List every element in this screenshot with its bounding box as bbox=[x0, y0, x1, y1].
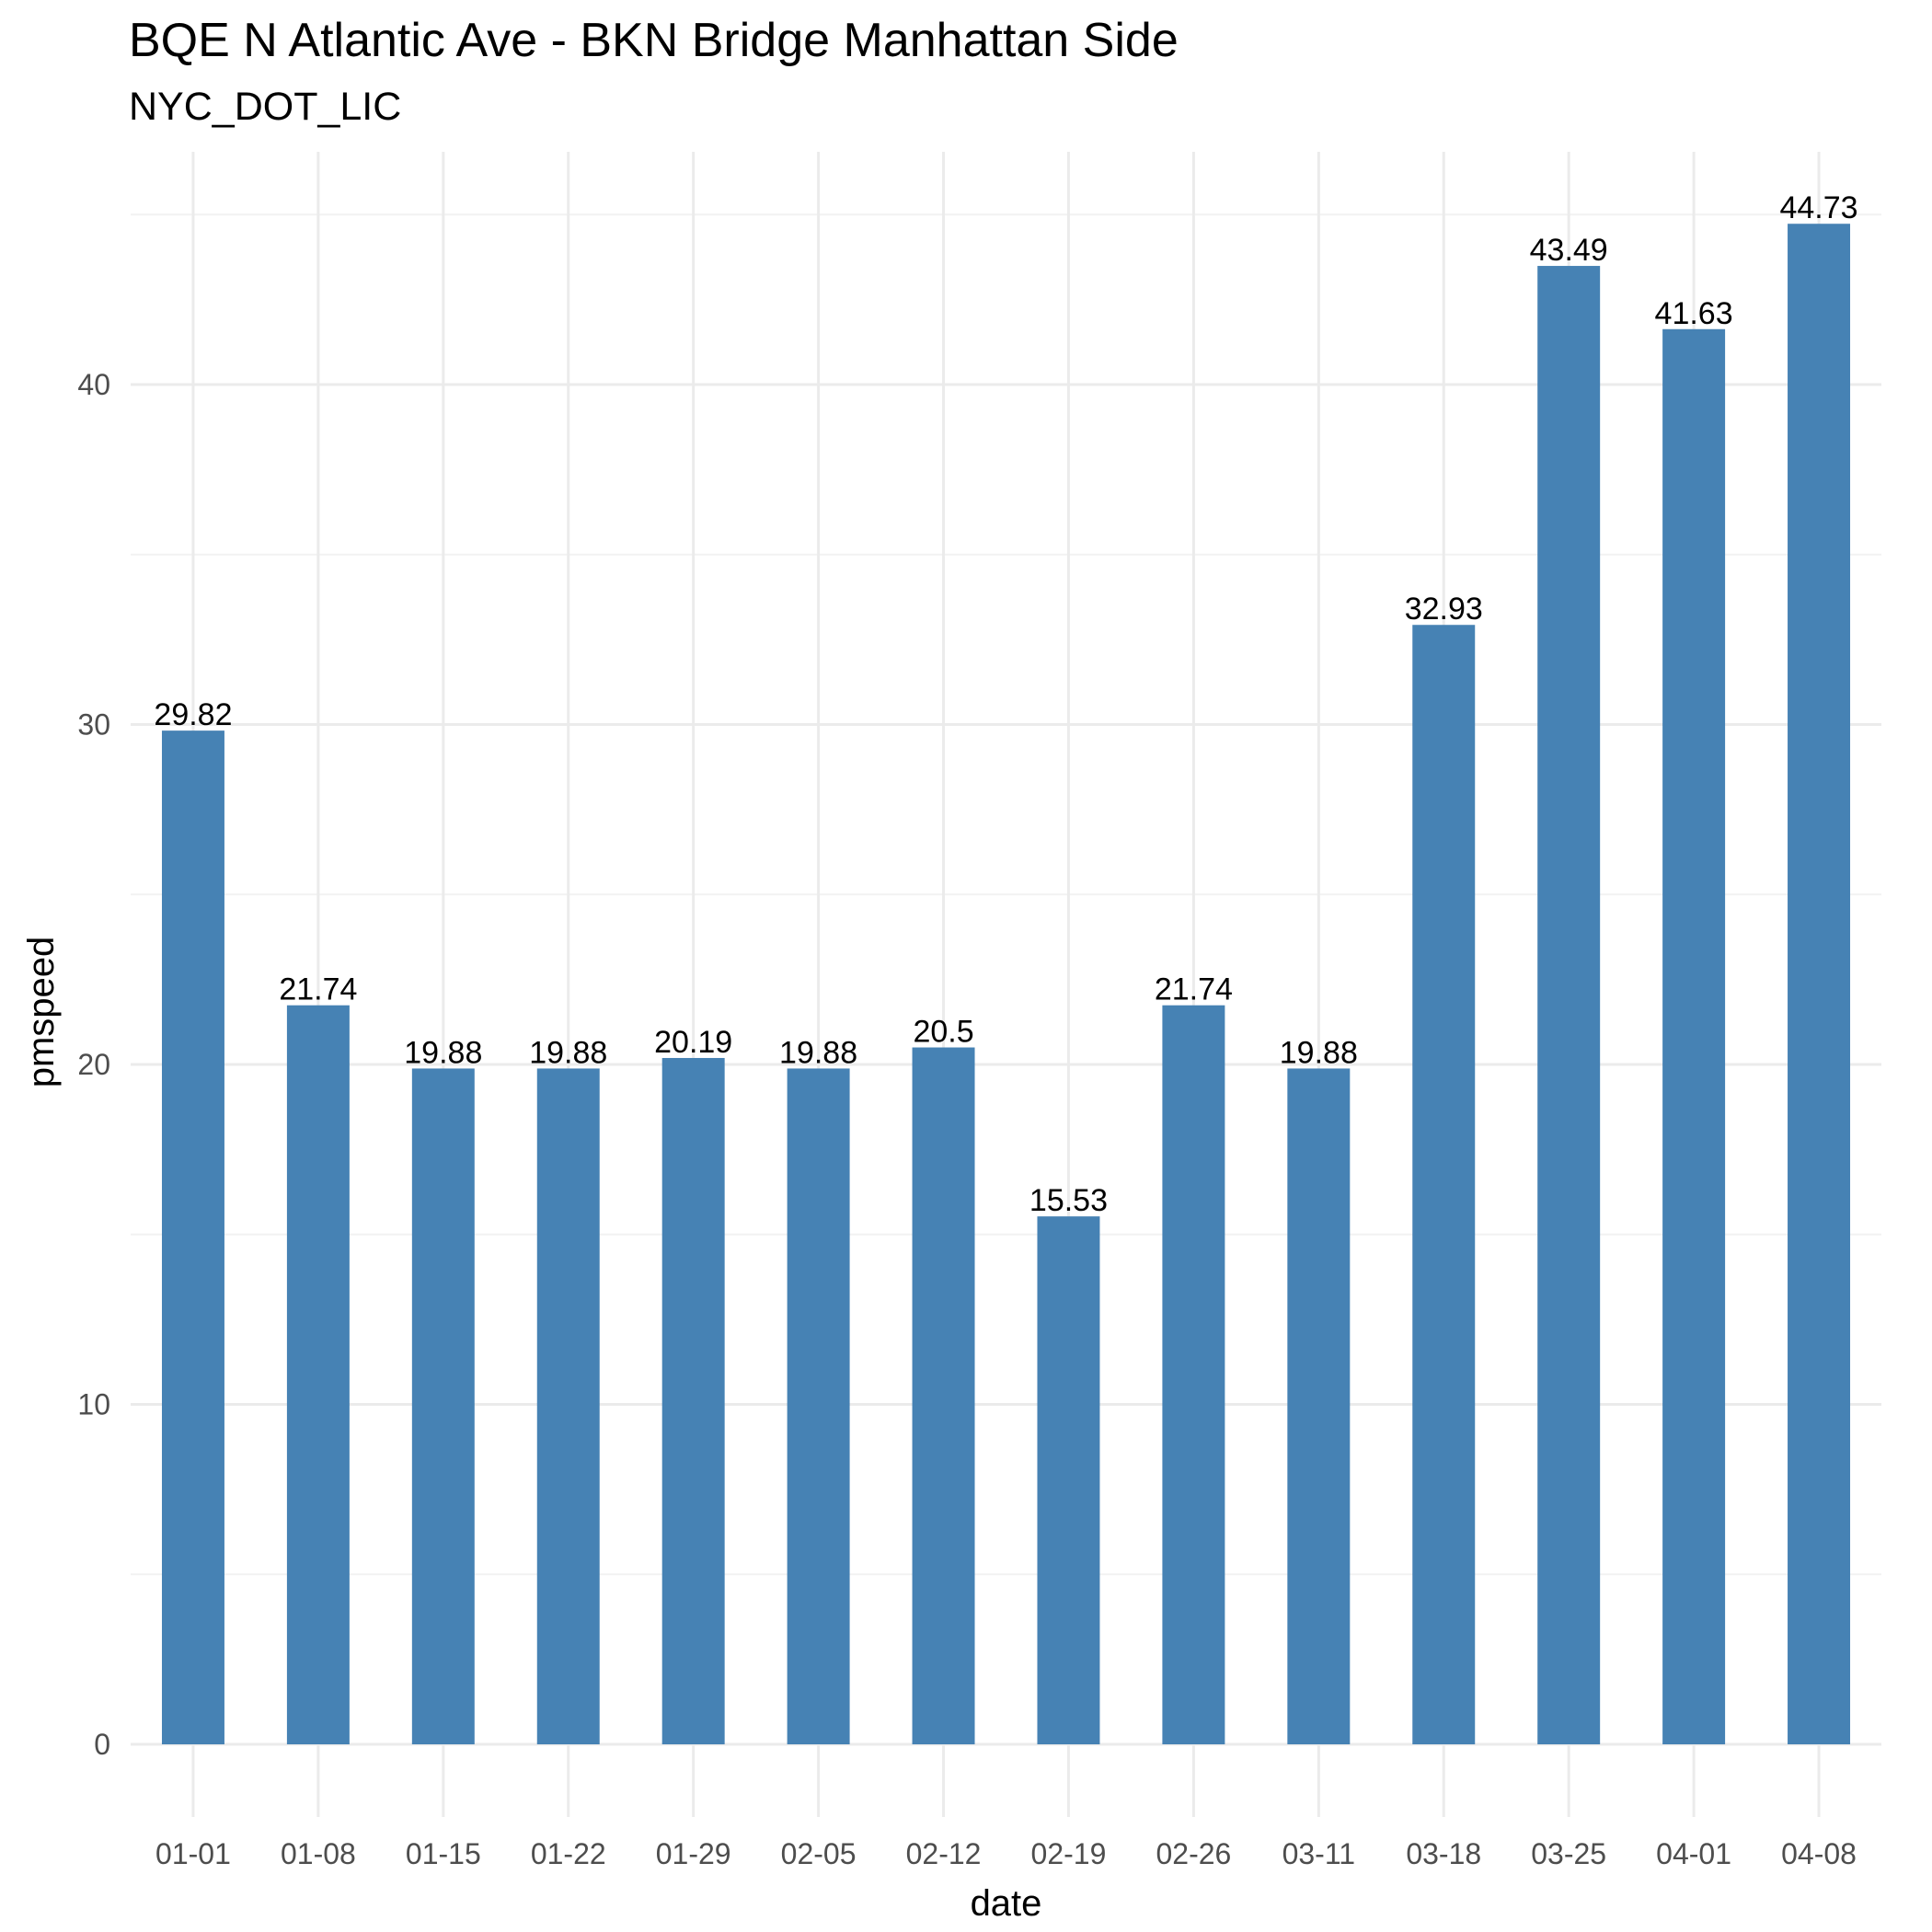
x-axis-title: date bbox=[971, 1883, 1042, 1924]
bar-value-label: 20.5 bbox=[913, 1015, 973, 1050]
bar-value-label: 15.53 bbox=[1029, 1183, 1108, 1218]
bar bbox=[1287, 1068, 1351, 1744]
bar-value-label: 21.74 bbox=[279, 972, 357, 1007]
chart-subtitle: NYC_DOT_LIC bbox=[129, 85, 402, 129]
bars bbox=[161, 224, 1851, 1745]
x-tick-label: 01-01 bbox=[155, 1837, 231, 1870]
bar bbox=[1412, 625, 1476, 1744]
x-tick-label: 01-29 bbox=[656, 1837, 731, 1870]
y-axis-ticks: 0 10 20 30 40 bbox=[77, 368, 110, 1761]
bar-value-label: 21.74 bbox=[1155, 972, 1233, 1007]
y-tick-label: 10 bbox=[77, 1388, 110, 1421]
bar-value-label: 41.63 bbox=[1655, 296, 1733, 331]
bar-value-label: 43.49 bbox=[1530, 233, 1608, 268]
bar bbox=[1788, 224, 1851, 1744]
y-axis-title: pmspeed bbox=[21, 937, 62, 1088]
x-tick-label: 01-08 bbox=[281, 1837, 356, 1870]
bar bbox=[411, 1068, 475, 1744]
bar bbox=[661, 1057, 725, 1744]
bar-value-label: 19.88 bbox=[779, 1035, 857, 1070]
x-tick-label: 01-22 bbox=[531, 1837, 606, 1870]
x-axis-ticks: 01-01 01-08 01-15 01-22 01-29 02-05 02-12 02-19… bbox=[155, 1837, 1857, 1870]
bar bbox=[161, 730, 224, 1744]
x-tick-label: 03-11 bbox=[1282, 1837, 1355, 1870]
bar bbox=[1037, 1216, 1100, 1744]
bar bbox=[286, 1005, 350, 1744]
x-tick-label: 02-26 bbox=[1156, 1837, 1231, 1870]
x-tick-label: 03-25 bbox=[1531, 1837, 1606, 1870]
y-tick-label: 0 bbox=[94, 1728, 110, 1761]
bar-value-label: 20.19 bbox=[654, 1025, 732, 1060]
x-tick-label: 04-01 bbox=[1656, 1837, 1731, 1870]
bar bbox=[912, 1047, 975, 1744]
x-tick-label: 02-12 bbox=[906, 1837, 982, 1870]
bar bbox=[1162, 1005, 1225, 1744]
chart-title: BQE N Atlantic Ave - BKN Bridge Manhatta… bbox=[129, 14, 1179, 67]
data-labels: 29.82 21.74 19.88 19.88 20.19 19.88 20.5 15.53 2… bbox=[154, 190, 1857, 1218]
y-tick-label: 40 bbox=[77, 368, 110, 401]
bar bbox=[787, 1068, 850, 1744]
y-tick-label: 30 bbox=[77, 708, 110, 742]
x-tick-label: 01-15 bbox=[406, 1837, 481, 1870]
bar-value-label: 29.82 bbox=[154, 697, 232, 732]
bar bbox=[536, 1068, 600, 1744]
x-tick-label: 02-05 bbox=[781, 1837, 857, 1870]
bar-value-label: 32.93 bbox=[1405, 592, 1483, 627]
bar bbox=[1537, 266, 1601, 1745]
y-tick-label: 20 bbox=[77, 1048, 110, 1081]
x-tick-label: 02-19 bbox=[1031, 1837, 1107, 1870]
bar-value-label: 19.88 bbox=[1280, 1035, 1358, 1070]
bar bbox=[1662, 328, 1726, 1745]
x-tick-label: 03-18 bbox=[1406, 1837, 1481, 1870]
bar-value-label: 19.88 bbox=[404, 1035, 482, 1070]
x-tick-label: 04-08 bbox=[1781, 1837, 1857, 1870]
bar-value-label: 44.73 bbox=[1779, 190, 1857, 225]
bar-value-label: 19.88 bbox=[529, 1035, 607, 1070]
grid-lines bbox=[131, 152, 1881, 1817]
